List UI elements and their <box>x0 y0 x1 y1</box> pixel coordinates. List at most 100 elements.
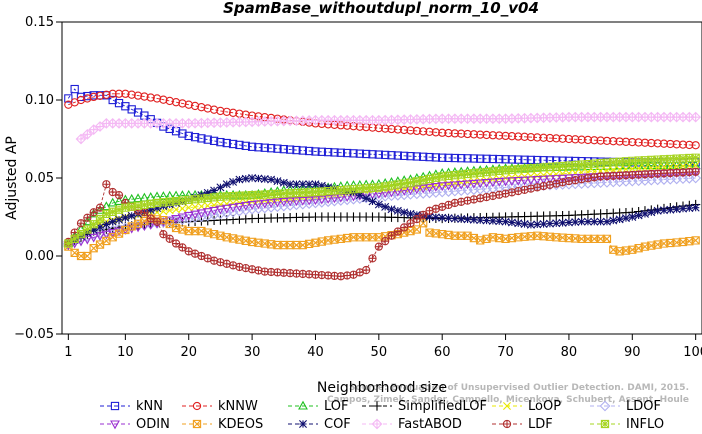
data-point <box>273 144 282 153</box>
data-point <box>159 95 168 104</box>
data-point <box>108 89 117 98</box>
legend-item-ldf: LDF <box>492 417 553 432</box>
data-point <box>570 174 581 184</box>
y-tick-label: 0.10 <box>25 93 54 108</box>
data-point <box>273 177 282 186</box>
data-point <box>400 179 409 188</box>
data-point <box>463 129 472 139</box>
data-point <box>317 181 326 190</box>
data-point <box>387 205 396 214</box>
data-point <box>292 145 301 155</box>
legend-item-kdeos: KDEOS <box>182 417 263 432</box>
data-point <box>544 175 555 185</box>
data-point <box>76 92 86 102</box>
data-point <box>666 205 675 214</box>
data-point <box>222 180 231 189</box>
data-point <box>475 179 486 189</box>
data-point <box>278 197 289 207</box>
data-point <box>222 138 231 148</box>
data-point <box>476 216 485 225</box>
data-point <box>488 131 498 140</box>
data-point <box>89 225 98 234</box>
data-point <box>412 214 422 224</box>
data-point <box>89 92 98 102</box>
data-point <box>469 154 479 163</box>
data-point <box>95 232 105 242</box>
data-point <box>393 180 402 189</box>
legend-swatch-marker <box>502 419 512 429</box>
data-point <box>488 154 498 164</box>
data-point <box>563 174 574 184</box>
data-point <box>114 196 124 205</box>
data-point <box>400 208 409 217</box>
data-point <box>197 134 206 143</box>
data-point <box>203 188 212 197</box>
data-point <box>140 208 149 217</box>
data-point <box>247 142 257 151</box>
data-point <box>438 128 447 137</box>
data-point <box>400 151 409 160</box>
data-point <box>551 175 562 184</box>
data-point <box>235 140 244 150</box>
data-point <box>647 138 656 148</box>
data-point <box>248 174 257 182</box>
data-point <box>172 205 181 214</box>
data-point <box>202 208 213 218</box>
data-point <box>463 169 472 179</box>
data-point <box>311 147 320 156</box>
data-point <box>634 138 643 147</box>
data-point <box>514 132 523 141</box>
data-point <box>228 108 238 117</box>
data-point <box>228 261 238 270</box>
data-point <box>304 146 314 156</box>
data-point <box>476 154 485 163</box>
data-point <box>381 237 390 246</box>
series-kdeos <box>64 214 700 261</box>
data-point <box>197 194 206 203</box>
x-tick-label: 90 <box>624 345 641 360</box>
data-point <box>678 140 688 149</box>
data-point <box>140 92 149 101</box>
data-point <box>532 176 543 185</box>
data-point <box>513 176 524 186</box>
x-tick-label: 50 <box>371 345 388 360</box>
data-point <box>640 209 649 218</box>
data-point <box>267 175 276 184</box>
data-point <box>425 152 434 162</box>
data-point <box>495 131 504 140</box>
data-point <box>266 144 276 153</box>
data-point <box>501 131 510 141</box>
data-point <box>438 153 447 162</box>
data-point <box>393 151 402 160</box>
data-point <box>457 214 466 223</box>
data-point <box>469 215 478 224</box>
data-point <box>298 146 307 155</box>
y-tick-label: −0.05 <box>14 327 54 342</box>
data-point <box>469 169 479 178</box>
data-point <box>602 160 612 170</box>
data-point <box>469 130 479 139</box>
data-point <box>430 183 441 192</box>
data-point <box>76 95 86 105</box>
watermark-line-1: Source: Evaluation of Unsupervised Outli… <box>349 383 689 393</box>
data-point <box>83 91 92 101</box>
data-point <box>102 180 111 189</box>
data-point <box>260 175 269 184</box>
data-point <box>476 130 485 139</box>
legend-swatch-marker <box>372 401 382 411</box>
data-point <box>685 140 694 150</box>
data-point <box>272 198 283 208</box>
data-point <box>558 218 567 227</box>
data-point <box>75 133 87 145</box>
data-point <box>184 131 193 141</box>
data-point <box>412 152 422 161</box>
data-point <box>177 213 188 223</box>
data-point <box>647 208 656 217</box>
data-point <box>487 178 498 188</box>
data-point <box>690 111 702 123</box>
data-point <box>438 172 447 181</box>
data-point <box>216 183 225 192</box>
y-tick-label: 0.05 <box>25 171 54 186</box>
data-point <box>526 172 535 181</box>
data-point <box>83 251 92 261</box>
